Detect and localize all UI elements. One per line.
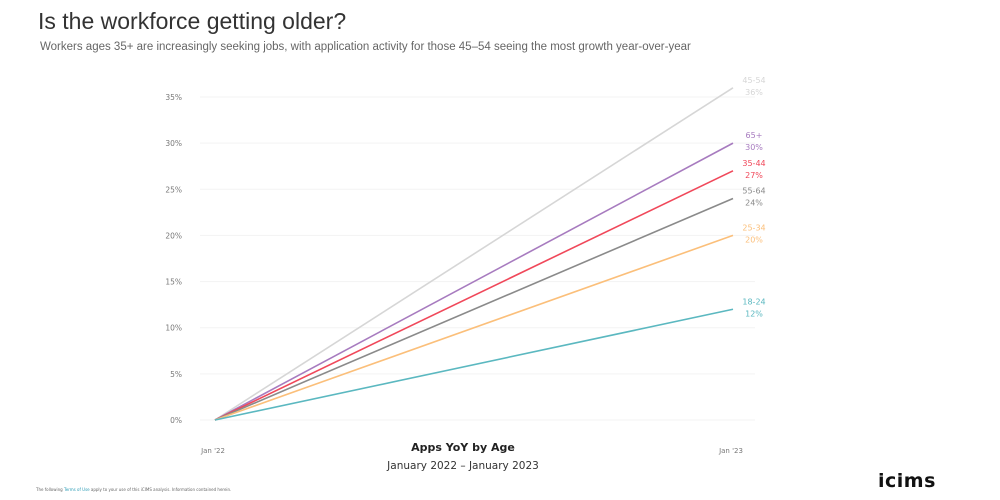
y-tick-label: 25% — [165, 185, 182, 194]
footer-text: The following — [36, 487, 64, 492]
series-line-35-44 — [214, 170, 734, 421]
y-tick-label: 0% — [170, 416, 182, 425]
x-axis-title: Apps YoY by Age — [411, 441, 515, 454]
x-tick-label: Jan '23 — [718, 447, 743, 455]
y-tick-label: 5% — [170, 370, 182, 379]
series-name-label: 25-34 — [742, 223, 765, 232]
series-value-label: 24% — [745, 199, 763, 208]
series-name-label: 55-64 — [742, 187, 765, 196]
icims-logo: icims — [878, 470, 936, 492]
x-tick-label: Jan '22 — [200, 447, 225, 455]
series-name-label: 35-44 — [742, 159, 765, 168]
series-name-label: 45-54 — [742, 76, 765, 85]
x-axis-subtitle: January 2022 – January 2023 — [387, 460, 539, 472]
footer-note: The following Terms of Use apply to your… — [36, 487, 231, 492]
series-value-label: 36% — [745, 88, 763, 97]
y-tick-label: 15% — [165, 278, 182, 287]
series-line-65+ — [214, 142, 734, 421]
series-value-label: 30% — [745, 143, 763, 152]
series-name-label: 18-24 — [742, 297, 765, 306]
y-tick-label: 30% — [165, 139, 182, 148]
footer-text-2: apply to your use of this iCIMS analysis… — [89, 487, 232, 492]
series-line-55-64 — [214, 197, 734, 421]
series-value-label: 20% — [745, 235, 763, 244]
y-tick-label: 35% — [165, 93, 182, 102]
series-name-label: 65+ — [746, 131, 763, 140]
series-line-45-54 — [214, 87, 734, 421]
series-line-18-24 — [214, 308, 734, 421]
chart-title: Is the workforce getting older? — [38, 8, 347, 34]
terms-link[interactable]: Terms of Use — [63, 487, 90, 492]
series-line-25-34 — [214, 234, 734, 421]
chart-subtitle: Workers ages 35+ are increasingly seekin… — [40, 41, 691, 53]
y-tick-label: 10% — [165, 324, 182, 333]
series-value-label: 27% — [745, 171, 763, 180]
series-value-label: 12% — [745, 309, 763, 318]
y-tick-label: 20% — [165, 231, 182, 240]
